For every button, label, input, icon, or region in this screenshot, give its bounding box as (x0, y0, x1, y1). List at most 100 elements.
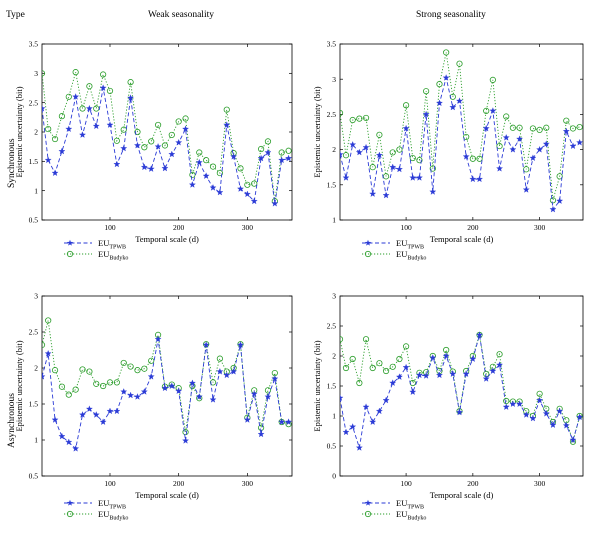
data-point-budyko (244, 181, 251, 188)
data-point-tpwb (264, 148, 272, 156)
data-point-budyko (516, 124, 523, 131)
data-point-tpwb (415, 371, 423, 379)
data-point-budyko (264, 387, 272, 394)
data-point-budyko (349, 355, 356, 363)
x-tick-label: 300 (242, 479, 254, 488)
data-point-tpwb (395, 373, 403, 380)
data-point-budyko (369, 364, 376, 372)
data-point-tpwb (209, 396, 217, 403)
series-line-tpwb (340, 334, 581, 448)
y-tick-label: 2.5 (29, 328, 39, 337)
legend-entry: EUTPWB (396, 238, 424, 251)
data-point-budyko (423, 88, 430, 95)
data-point-budyko (216, 169, 223, 177)
data-point-tpwb (92, 411, 100, 418)
plot-frame (41, 43, 293, 221)
data-point-tpwb (230, 367, 238, 375)
data-point-budyko (86, 368, 93, 375)
x-tick-label: 200 (173, 223, 185, 232)
x-tick-label: 200 (467, 223, 479, 232)
series-line-budyko (42, 320, 289, 433)
data-point-tpwb (237, 341, 244, 348)
data-point-tpwb (202, 172, 210, 179)
data-point-tpwb (415, 174, 423, 181)
data-point-budyko (58, 113, 66, 120)
y-tick-label: 2 (332, 145, 336, 154)
data-point-budyko (382, 173, 390, 180)
data-point-budyko (362, 114, 370, 122)
data-point-tpwb (429, 188, 437, 195)
data-point-budyko (429, 165, 436, 172)
legend-entry: EUBudyko (98, 509, 128, 522)
legend-marker-tpwb (66, 239, 74, 246)
y-tick-label: 1 (332, 216, 336, 225)
data-point-budyko (257, 424, 265, 431)
data-point-tpwb (271, 199, 279, 207)
data-point-tpwb (42, 104, 46, 112)
data-point-budyko (65, 391, 72, 398)
data-point-budyko (523, 166, 530, 173)
data-point-budyko (148, 138, 155, 145)
legend-entry: EUBudyko (396, 509, 426, 522)
data-point-tpwb (422, 110, 430, 118)
data-point-tpwb (127, 391, 135, 399)
data-point-tpwb (65, 125, 73, 133)
data-point-tpwb (382, 396, 390, 404)
data-point-budyko (134, 367, 141, 374)
data-point-budyko (503, 113, 510, 120)
data-point-budyko (45, 125, 52, 133)
data-point-tpwb (569, 142, 577, 150)
data-point-budyko (196, 149, 203, 156)
series-line-tpwb (42, 87, 289, 204)
data-point-tpwb (188, 181, 196, 188)
data-point-tpwb (355, 148, 363, 156)
y-tick-label: 2.5 (327, 110, 337, 119)
data-point-budyko (45, 317, 52, 324)
data-point-tpwb (85, 405, 93, 412)
data-point-tpwb (476, 331, 483, 338)
legend-entry: EUBudyko (98, 249, 128, 262)
data-point-tpwb (106, 121, 114, 128)
x-axis-label: Temporal scale (d) (135, 234, 199, 244)
data-point-budyko (100, 71, 107, 78)
data-point-budyko (436, 81, 443, 88)
legend-entry: EUTPWB (98, 238, 126, 251)
series-line-tpwb (42, 339, 289, 450)
data-point-tpwb (409, 174, 417, 181)
series-line-tpwb (340, 77, 580, 211)
data-point-budyko (154, 121, 162, 129)
data-point-budyko (340, 109, 344, 117)
data-point-budyko (141, 144, 148, 151)
data-point-budyko (223, 106, 230, 113)
data-point-tpwb (489, 107, 497, 114)
data-point-budyko (529, 125, 537, 132)
data-point-budyko (409, 154, 416, 162)
data-point-budyko (58, 383, 66, 390)
data-point-budyko (509, 124, 517, 131)
data-point-tpwb (92, 122, 100, 130)
data-point-tpwb (349, 423, 357, 430)
data-point-tpwb (456, 97, 463, 104)
y-tick-label: 3 (332, 75, 336, 84)
data-point-tpwb (72, 93, 80, 100)
data-point-budyko (483, 107, 490, 114)
legend-marker-tpwb (66, 499, 74, 506)
data-point-budyko (161, 142, 169, 149)
data-point-budyko (51, 135, 59, 143)
data-point-budyko (113, 137, 120, 144)
data-point-tpwb (147, 373, 155, 380)
plot-area (42, 69, 292, 207)
data-point-tpwb (476, 175, 483, 183)
data-point-tpwb (389, 163, 397, 171)
data-point-tpwb (362, 143, 370, 151)
data-point-budyko (389, 149, 396, 156)
data-point-budyko (469, 155, 476, 162)
data-point-budyko (189, 171, 196, 178)
data-point-tpwb (79, 411, 86, 418)
data-point-tpwb (51, 416, 59, 423)
data-point-tpwb (355, 444, 363, 451)
y-tick-label: 1.5 (327, 180, 337, 189)
y-tick-label: 3 (34, 292, 38, 301)
data-point-budyko (257, 145, 265, 153)
x-axis-label: Temporal scale (d) (430, 234, 494, 244)
